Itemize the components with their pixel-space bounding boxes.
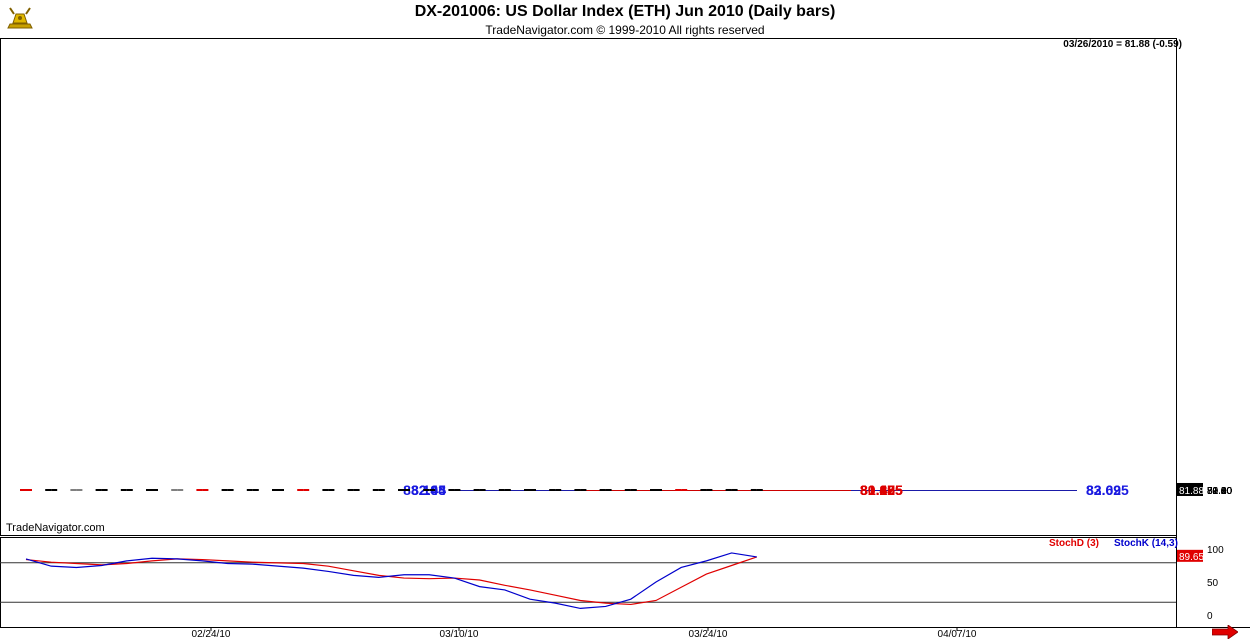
- price-ytick-label: 82.80: [1207, 486, 1232, 497]
- price-ytick-label: 83.00: [1207, 486, 1232, 497]
- right-arrow-icon[interactable]: [1212, 625, 1238, 639]
- price-ytick-label: 83.20: [1207, 486, 1232, 497]
- stoch-ytick-label: 50: [1207, 578, 1219, 589]
- price-ytick-label: 82.00: [1207, 486, 1232, 497]
- level-label-red: 81.475: [860, 482, 903, 498]
- watermark-text: TradeNavigator.com: [6, 522, 105, 534]
- price-ytick-label: 80.00: [1207, 486, 1232, 497]
- level-label-red: 81.69: [860, 482, 895, 498]
- price-ytick-label: 82.60: [1207, 486, 1232, 497]
- price-ytick-label: 81.00: [1207, 486, 1232, 497]
- last-quote-label: 03/26/2010 = 81.88 (-0.59): [1063, 39, 1182, 50]
- price-ytick-label: 81.20: [1207, 486, 1232, 497]
- level-label-red: 81.125: [860, 482, 903, 498]
- level-label-red: 81.28: [860, 482, 895, 498]
- stochastic-panel: 100 50 0 StochD (3) StochK (14,3)89.65: [0, 538, 1224, 622]
- last-price-label: 81.88: [1179, 486, 1204, 497]
- stoch-ytick-label: 0: [1207, 611, 1213, 622]
- axes: 83.2083.0082.8082.6082.4082.2082.0081.80…: [192, 482, 1232, 640]
- price-ytick-label: 82.40: [1207, 486, 1232, 497]
- level-label-red: 80.865: [860, 482, 903, 498]
- stochk-line: [25, 552, 757, 610]
- level-label-blue: 82.695: [1086, 482, 1129, 498]
- chart-frames: [0, 38, 1250, 628]
- gold-bull-logo-icon: [7, 7, 33, 29]
- stochk-legend: StochK (14,3): [1114, 538, 1178, 549]
- level-label-red: 80.45: [860, 482, 895, 498]
- stoch-value-box: [1177, 549, 1203, 562]
- last-price-box: [1177, 482, 1203, 496]
- x-tick-label: 03/24/10: [689, 629, 728, 640]
- chart-subtitle: TradeNavigator.com © 1999-2010 All right…: [485, 23, 765, 37]
- x-tick-label: 04/07/10: [938, 629, 977, 640]
- price-ytick-label: 80.80: [1207, 486, 1232, 497]
- stochd-legend: StochD (3): [1049, 538, 1099, 549]
- price-panel-frame: [0, 38, 1177, 536]
- stochd-line: [25, 556, 757, 606]
- price-ytick-label: 81.80: [1207, 486, 1232, 497]
- price-ytick-label: 81.60: [1207, 486, 1232, 497]
- chart-title: DX-201006: US Dollar Index (ETH) Jun 201…: [414, 3, 836, 20]
- x-tick-label: 02/24/10: [192, 629, 231, 640]
- stoch-panel-frame: [0, 537, 1177, 628]
- price-ytick-label: 80.60: [1207, 486, 1232, 497]
- level-label-blue: 83.02: [1086, 482, 1121, 498]
- price-ytick-label: 81.40: [1207, 486, 1232, 497]
- price-ytick-label: 80.40: [1207, 486, 1232, 497]
- price-ytick-label: 80.20: [1207, 486, 1232, 497]
- x-tick-label: 03/10/10: [440, 629, 479, 640]
- stoch-ytick-label: 100: [1207, 545, 1224, 556]
- price-ytick-label: 79.80: [1207, 486, 1232, 497]
- stoch-value-label: 89.65: [1179, 552, 1204, 563]
- price-ytick-label: 82.20: [1207, 486, 1232, 497]
